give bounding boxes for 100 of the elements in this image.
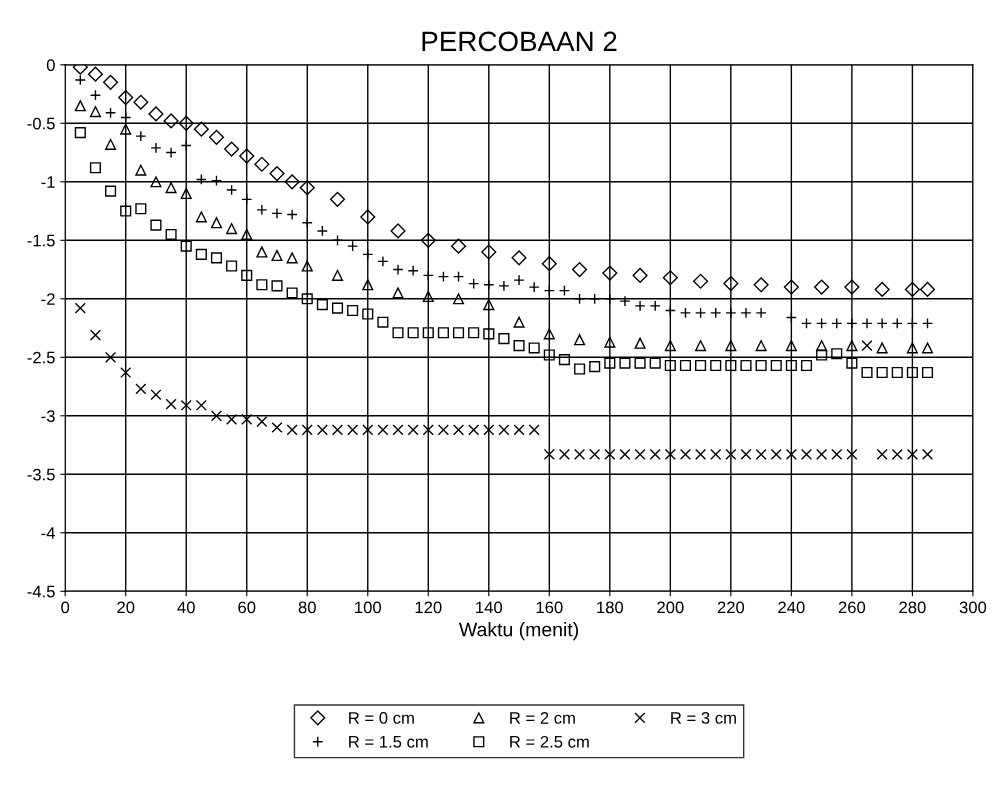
point — [135, 383, 147, 395]
point — [331, 424, 344, 436]
point — [301, 260, 313, 272]
point — [662, 270, 678, 286]
y-tick-label: -2.5 — [27, 351, 55, 364]
point — [195, 211, 207, 223]
point — [846, 357, 858, 369]
point — [241, 228, 253, 241]
point — [450, 238, 467, 254]
point — [74, 302, 86, 314]
point — [846, 340, 858, 352]
point — [904, 281, 920, 298]
point — [498, 424, 510, 436]
x-tick-label: 120 — [415, 601, 442, 614]
point — [105, 138, 117, 150]
point — [785, 448, 797, 460]
point — [891, 448, 903, 460]
point — [740, 448, 752, 460]
point — [256, 246, 268, 258]
x-tick-label: 300 — [959, 601, 987, 614]
point — [150, 389, 162, 401]
point — [511, 250, 527, 266]
point — [632, 267, 648, 283]
point — [163, 113, 179, 129]
point — [831, 348, 843, 360]
point — [783, 279, 799, 295]
point — [135, 164, 147, 176]
point — [133, 94, 149, 110]
x-tick-label: 80 — [298, 601, 316, 614]
point — [891, 366, 903, 379]
point — [770, 448, 782, 460]
point — [377, 424, 389, 436]
point — [919, 281, 936, 298]
chart-title: PERCOBAAN 2 — [422, 31, 617, 52]
point — [150, 219, 162, 231]
point — [481, 244, 497, 260]
point — [422, 424, 434, 436]
point — [814, 279, 830, 295]
point — [785, 359, 797, 372]
x-tick-label: 140 — [476, 601, 503, 614]
point — [693, 273, 709, 289]
point — [347, 424, 359, 436]
point — [634, 448, 646, 460]
point — [331, 302, 344, 314]
point — [286, 424, 298, 436]
point — [483, 328, 495, 340]
point — [649, 357, 661, 369]
point — [226, 223, 238, 235]
point — [165, 228, 177, 241]
point — [604, 336, 616, 348]
point — [543, 328, 555, 340]
point — [921, 448, 934, 460]
point — [755, 448, 767, 460]
y-tick-label: -2 — [41, 293, 55, 305]
point — [513, 340, 525, 352]
point — [619, 448, 631, 460]
point — [664, 359, 676, 372]
point — [574, 363, 586, 375]
x-tick-label: 280 — [899, 601, 926, 614]
point — [831, 448, 843, 460]
point — [755, 340, 767, 352]
point — [740, 359, 752, 372]
point — [589, 448, 601, 460]
point — [180, 240, 192, 252]
y-tick-label: -4 — [41, 527, 55, 539]
point — [876, 342, 888, 354]
point — [513, 424, 525, 436]
point — [256, 279, 268, 291]
point — [74, 127, 86, 139]
point — [271, 280, 283, 292]
point — [150, 176, 162, 188]
point — [468, 327, 480, 339]
point — [269, 166, 285, 182]
legend-label: R = 2.5 cm — [510, 735, 589, 748]
point — [452, 293, 465, 305]
point — [210, 217, 223, 229]
point — [407, 327, 419, 339]
point — [120, 123, 132, 135]
point — [74, 100, 86, 112]
point — [785, 340, 797, 352]
point — [362, 308, 374, 320]
point — [118, 89, 134, 106]
point — [284, 174, 300, 190]
x-tick-label: 20 — [117, 601, 135, 614]
point — [299, 180, 315, 196]
point — [861, 340, 873, 352]
point — [483, 424, 495, 436]
point — [392, 424, 404, 436]
point — [483, 299, 495, 311]
point — [360, 209, 376, 225]
point — [816, 448, 828, 460]
point — [224, 141, 240, 157]
point — [193, 121, 209, 137]
point — [165, 182, 177, 194]
point — [331, 269, 344, 281]
point — [558, 354, 570, 366]
x-tick-label: 260 — [838, 601, 866, 614]
point — [271, 421, 283, 434]
point — [543, 349, 555, 361]
legend-label: R = 3 cm — [671, 712, 736, 724]
